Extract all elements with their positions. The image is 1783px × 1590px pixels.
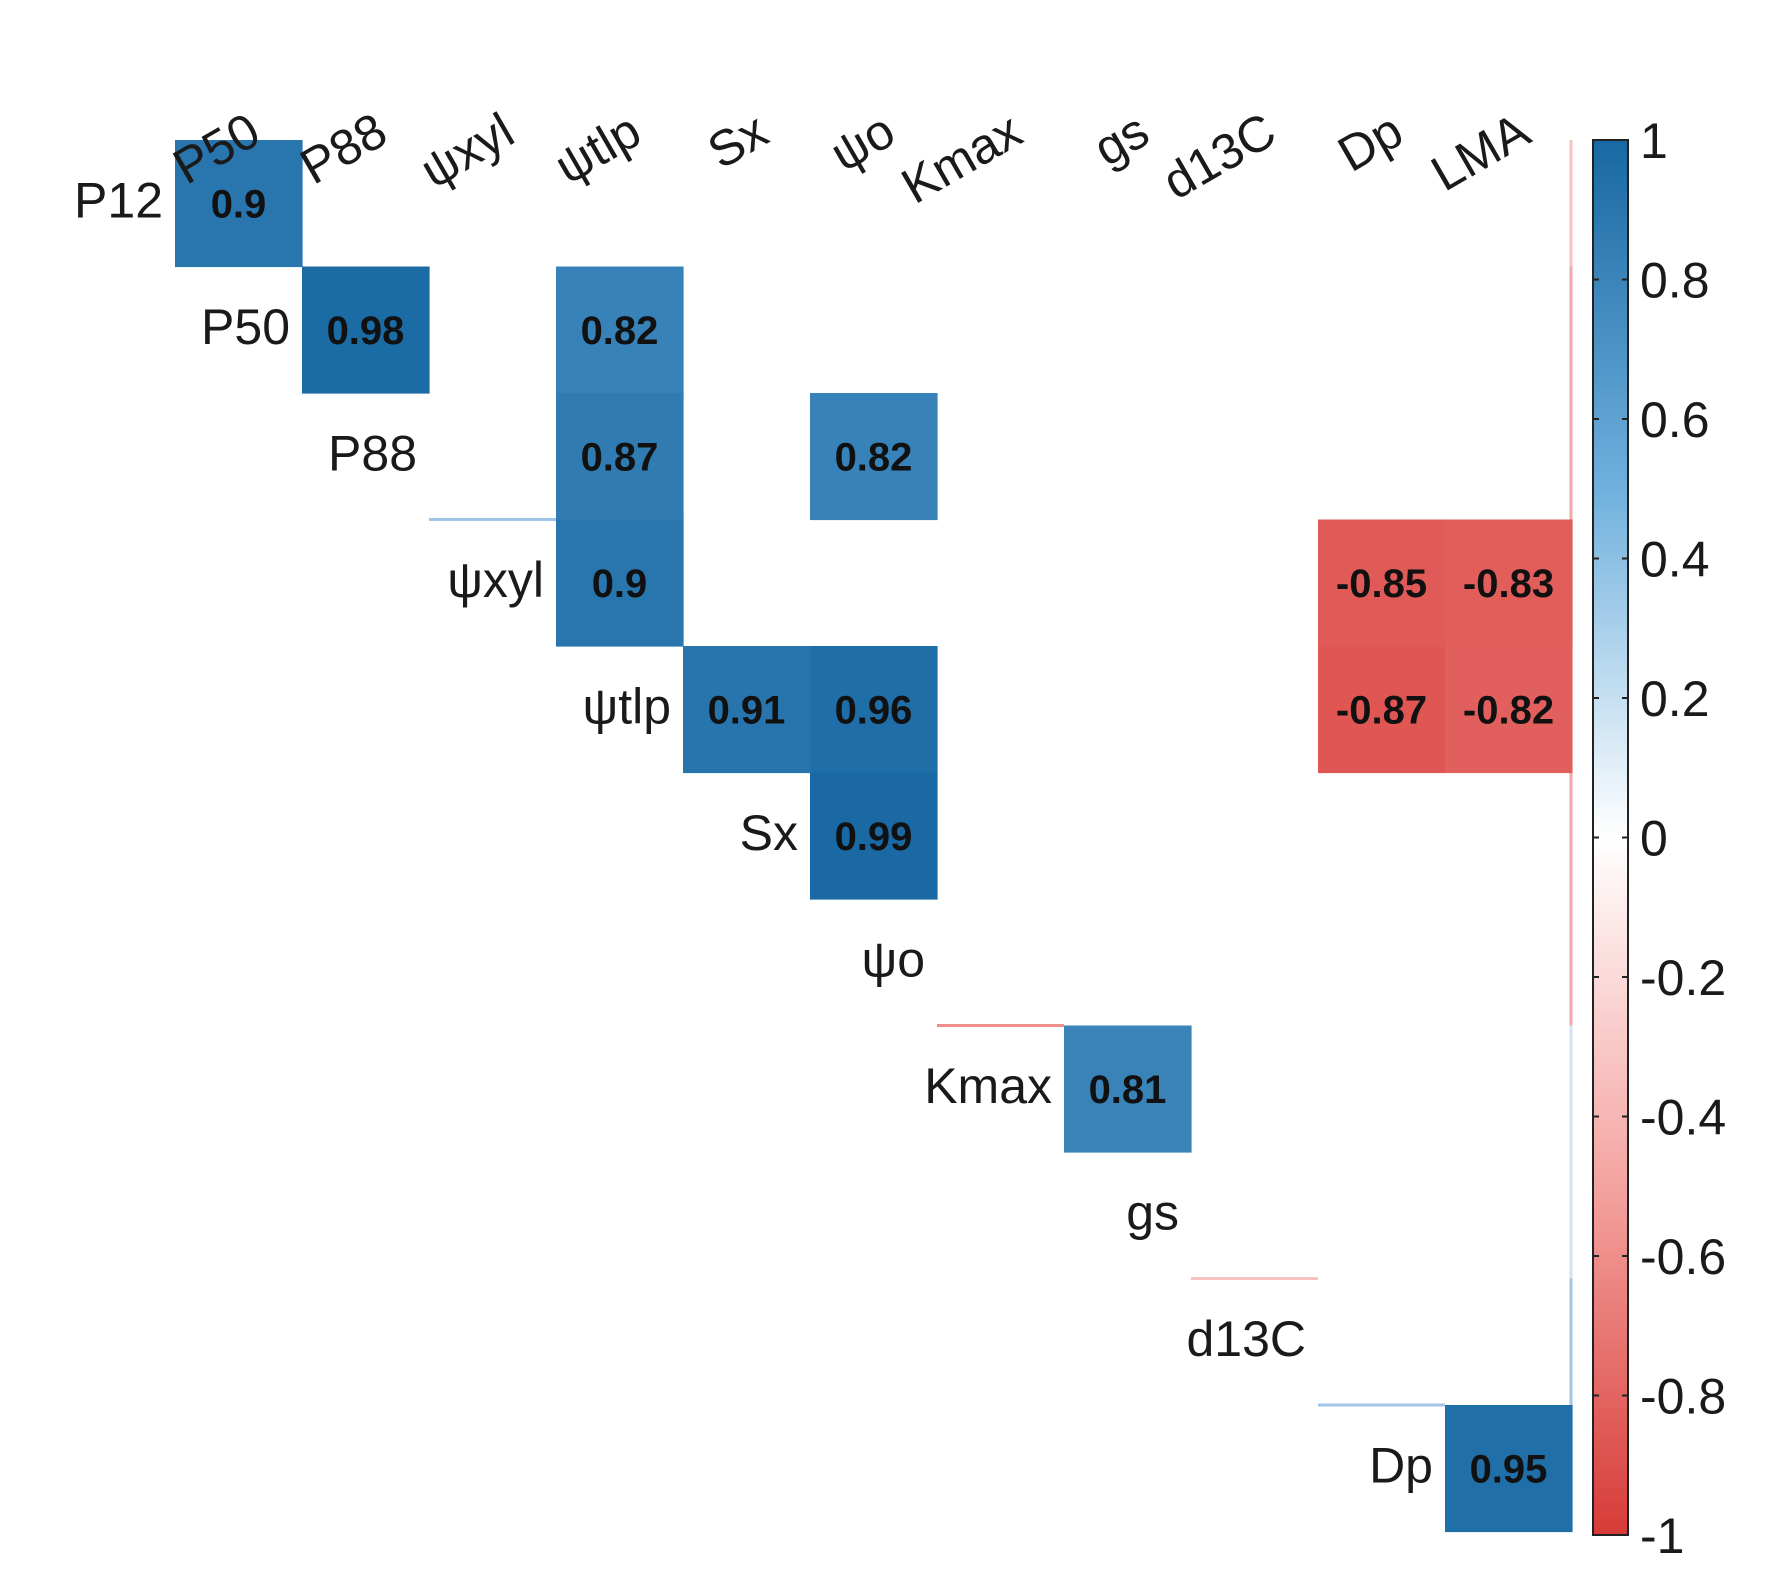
cell-psi-xyl-psi-tlp-value: 0.9 xyxy=(592,562,648,606)
row-label-p12: P12 xyxy=(74,172,163,228)
colorbar-tick-label: 0.4 xyxy=(1640,532,1710,588)
cell-psi-tlp-lma-value: -0.82 xyxy=(1463,688,1554,732)
cells-layer: 0.9 0.98 0.82 0.87 0.82 0.9 -0.85 -0.83 0.91 0.96… xyxy=(175,140,1573,1533)
cell-kmax-gs-value: 0.81 xyxy=(1089,1068,1167,1112)
row-label-d13c: d13C xyxy=(1186,1311,1306,1367)
colorbar: 1 0.8 0.6 0.4 0.2 0 -0.2 -0.4 -0.6 -0.8 -1 xyxy=(1592,113,1726,1564)
column-label-lma: LMA xyxy=(1422,102,1540,202)
row-label-p50: P50 xyxy=(201,299,290,355)
cell-psi-xyl-lma xyxy=(1445,519,1573,647)
row-label-psi-tlp: ψtlp xyxy=(583,678,671,734)
cell-psi-tlp-dp-value: -0.87 xyxy=(1336,688,1427,732)
cell-psi-xyl-dp xyxy=(1318,519,1446,647)
cell-psi-tlp-sx xyxy=(683,646,811,774)
cell-p50-psi-tlp-value: 0.82 xyxy=(581,309,659,353)
cell-psi-tlp-lma xyxy=(1445,646,1573,774)
cell-p50-p88 xyxy=(302,266,430,394)
row-label-gs: gs xyxy=(1126,1184,1179,1240)
column-label-kmax: Kmax xyxy=(892,102,1031,214)
column-label-gs: gs xyxy=(1084,102,1158,177)
cell-psi-tlp-sx-value: 0.91 xyxy=(708,688,786,732)
colorbar-tick-label: 0.6 xyxy=(1640,392,1710,448)
row-labels-layer: P12 P50 P88 ψxyl ψtlp Sx ψo Kmax gs d13C Dp xyxy=(74,172,1433,1493)
colorbar-tick-label: -0.4 xyxy=(1640,1090,1726,1146)
colorbar-tick-label: 0.8 xyxy=(1640,253,1710,309)
cell-kmax-gs xyxy=(1064,1025,1192,1153)
column-label-dp: Dp xyxy=(1329,102,1412,182)
cell-p88-psi-o-value: 0.82 xyxy=(835,435,913,479)
colorbar-tick-label: 0 xyxy=(1640,811,1668,867)
column-label-psi-xyl: ψxyl xyxy=(411,102,523,199)
row-label-psi-xyl: ψxyl xyxy=(447,552,544,608)
colorbar-tick-label: 1 xyxy=(1640,113,1668,169)
cell-psi-xyl-psi-tlp xyxy=(556,519,684,647)
cell-sx-psi-o-value: 0.99 xyxy=(835,815,913,859)
colorbar-tick-label: -1 xyxy=(1640,1508,1684,1564)
cell-psi-xyl-dp-value: -0.85 xyxy=(1336,562,1427,606)
column-label-psi-tlp: ψtlp xyxy=(545,102,650,195)
row-label-p88: P88 xyxy=(328,425,417,481)
cell-psi-tlp-psi-o xyxy=(810,646,938,774)
cell-p88-psi-o xyxy=(810,393,938,521)
cell-sx-psi-o xyxy=(810,772,938,900)
column-label-p88: P88 xyxy=(291,102,396,195)
cell-p50-psi-tlp xyxy=(556,266,684,394)
colorbar-ticks: 1 0.8 0.6 0.4 0.2 0 -0.2 -0.4 -0.6 -0.8 -1 xyxy=(1593,113,1726,1564)
cell-psi-xyl-lma-value: -0.83 xyxy=(1463,562,1554,606)
row-label-psi-o: ψo xyxy=(862,931,925,987)
cell-p50-p88-value: 0.98 xyxy=(327,309,405,353)
row-label-kmax: Kmax xyxy=(924,1058,1052,1114)
colorbar-tick-label: 0.2 xyxy=(1640,671,1710,727)
cell-psi-tlp-psi-o-value: 0.96 xyxy=(835,688,913,732)
colorbar-tick-label: -0.6 xyxy=(1640,1229,1726,1285)
faint-lines-layer xyxy=(429,140,1573,1407)
colorbar-tick-label: -0.8 xyxy=(1640,1369,1726,1425)
colorbar-tick-label: -0.2 xyxy=(1640,950,1726,1006)
column-label-psi-o: ψo xyxy=(821,102,904,182)
cell-psi-tlp-dp xyxy=(1318,646,1446,774)
cell-dp-lma xyxy=(1445,1405,1573,1533)
cell-p12-p50-value: 0.9 xyxy=(211,182,267,226)
row-label-dp: Dp xyxy=(1369,1437,1433,1493)
cell-dp-lma-value: 0.95 xyxy=(1470,1447,1548,1491)
row-label-sx: Sx xyxy=(740,805,798,861)
column-label-d13c: d13C xyxy=(1153,102,1285,210)
cell-p12-p50 xyxy=(175,140,303,268)
cell-p88-psi-tlp-value: 0.87 xyxy=(581,435,659,479)
column-label-sx: Sx xyxy=(698,102,777,180)
cell-p88-psi-tlp xyxy=(556,393,684,521)
